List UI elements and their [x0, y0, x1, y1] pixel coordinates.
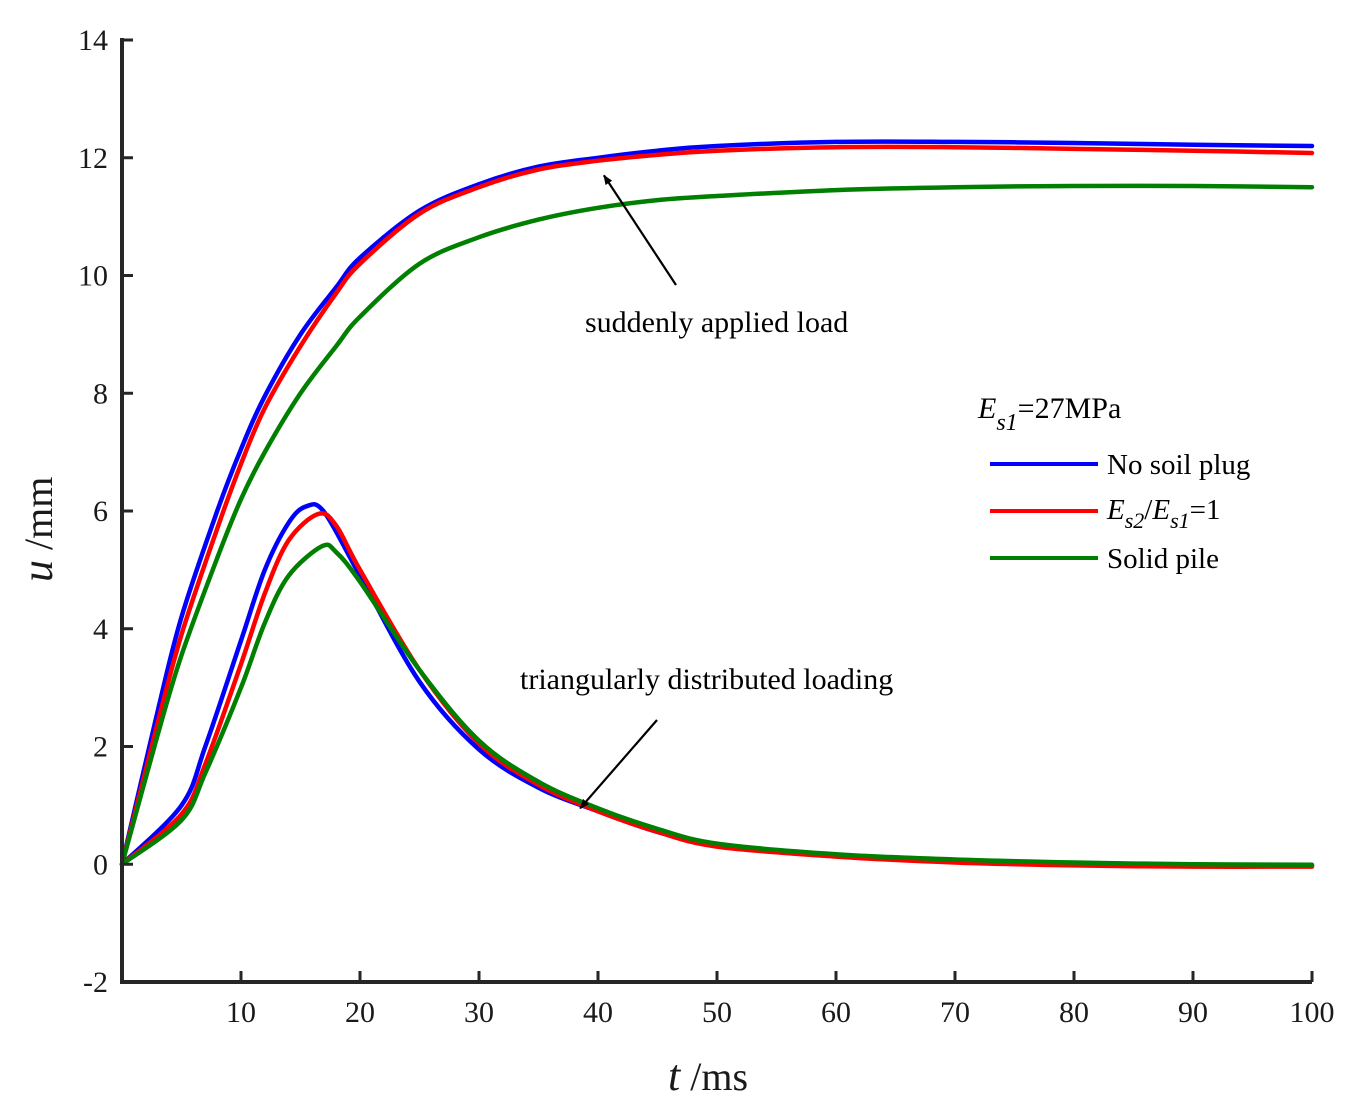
legend-label-solid-pile: Solid pile	[1107, 543, 1219, 575]
y-tick-label: 8	[93, 377, 108, 410]
y-axis-symbol: u	[13, 560, 62, 582]
x-tick-label: 90	[1178, 996, 1208, 1029]
x-tick-label: 100	[1290, 996, 1335, 1029]
legend-label-ratio: Es2/Es1=1	[1106, 494, 1220, 533]
x-tick-label: 40	[583, 996, 613, 1029]
x-tick-label: 30	[464, 996, 494, 1029]
x-axis-label: t /ms	[668, 1051, 748, 1100]
x-tick-label: 70	[940, 996, 970, 1029]
legend-title-symbol: E	[977, 392, 996, 425]
y-tick-label: 10	[78, 260, 108, 293]
y-tick-label: 14	[78, 24, 108, 57]
y-axis-unit: /mm	[16, 477, 61, 560]
series-line-sudden-solid-pile	[119, 183, 1315, 867]
legend-ratio-slash: /	[1144, 494, 1153, 526]
legend-ratio-sub1: s2	[1125, 508, 1145, 533]
x-tick-label: 50	[702, 996, 732, 1029]
y-tick-label: 2	[93, 731, 108, 764]
y-axis-label: u /mm	[13, 477, 62, 582]
x-tick-label: 20	[345, 996, 375, 1029]
legend-label-no-soil-plug: No soil plug	[1107, 449, 1250, 481]
annotation-arrow-suddenly	[603, 174, 677, 286]
y-tick-label: 12	[78, 142, 108, 175]
annotation-layer: suddenly applied load triangularly distr…	[520, 174, 893, 810]
y-tick-label: 6	[93, 495, 108, 528]
legend-title-value: =27MPa	[1018, 392, 1122, 425]
series-line-sudden-no-soil-plug	[119, 139, 1315, 867]
x-axis-unit: /ms	[680, 1054, 748, 1099]
x-tick-label: 10	[226, 996, 256, 1029]
legend-title-subscript: s1	[996, 410, 1017, 436]
legend-ratio-e2: E	[1151, 494, 1170, 526]
axes-layer: -2 0 2 4 6 8 10 12 14 10 20 30 40 50 60 70 80 90 100	[78, 24, 1335, 1029]
legend-ratio-e1: E	[1106, 494, 1125, 526]
annotation-suddenly-applied-load: suddenly applied load	[585, 306, 848, 339]
y-tick-label: 4	[93, 613, 108, 646]
series-line-sudden-e-s2-e-s1-1	[119, 144, 1315, 867]
legend-ratio-sub2: s1	[1170, 508, 1190, 533]
y-tick-label: -2	[83, 966, 108, 999]
series-layer	[119, 139, 1315, 869]
series-line-triangular-solid-pile	[119, 542, 1315, 868]
legend: Es1=27MPa No soil plug Es2/Es1=1 Solid p…	[977, 392, 1250, 575]
x-tick-label: 60	[821, 996, 851, 1029]
x-axis-symbol: t	[668, 1051, 682, 1100]
annotation-triangularly-distributed-loading: triangularly distributed loading	[520, 663, 893, 696]
legend-ratio-rest: =1	[1190, 494, 1221, 526]
y-tick-label: 0	[93, 848, 108, 881]
legend-title: Es1=27MPa	[977, 392, 1121, 436]
annotation-arrow-triangular	[579, 719, 658, 810]
x-tick-label: 80	[1059, 996, 1089, 1029]
